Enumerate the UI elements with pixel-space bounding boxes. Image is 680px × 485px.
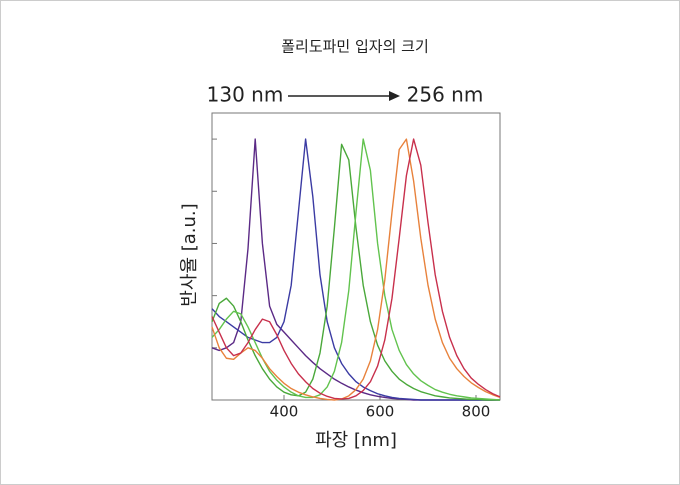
arrow-head — [389, 91, 400, 101]
spectrum-line — [211, 138, 501, 400]
spectrum-line — [211, 138, 500, 401]
x-axis-label: 파장 [nm] — [315, 430, 397, 451]
annotation: 130 nm — [207, 83, 284, 107]
y-axis-label: 반사율 [a.u.] — [179, 203, 200, 306]
spectrum-line — [211, 138, 501, 401]
x-tick-label: 800 — [462, 403, 491, 421]
plot-frame — [211, 112, 501, 401]
annotation: 256 nm — [407, 83, 484, 107]
spectrum-line — [211, 138, 501, 401]
x-tick-label: 400 — [270, 403, 299, 421]
spectrum-line — [211, 143, 500, 401]
chart-title: 폴리도파민 입자의 크기 — [281, 38, 429, 56]
x-tick-label: 600 — [366, 403, 395, 421]
